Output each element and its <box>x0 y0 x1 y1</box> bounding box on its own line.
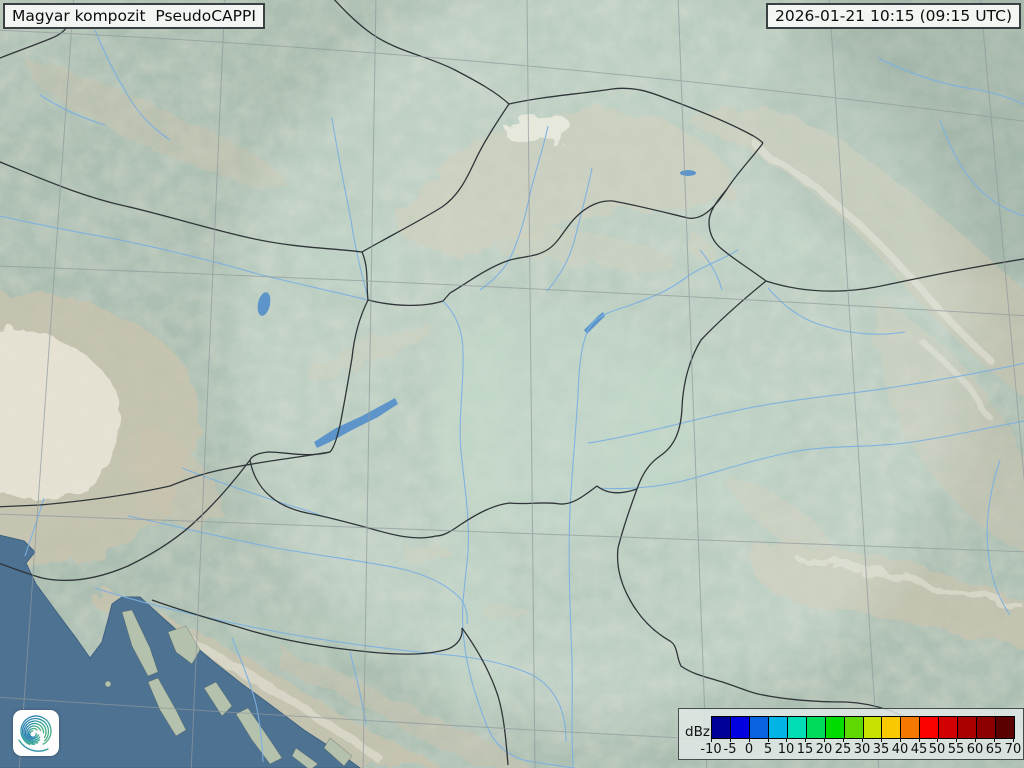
product-title: Magyar kompozit PseudoCAPPI <box>3 3 265 29</box>
logo-swirl <box>18 715 52 752</box>
legend-tick <box>749 738 750 742</box>
legend-tick <box>994 738 995 742</box>
legend-tick <box>956 738 957 742</box>
legend-color-cell <box>957 717 977 738</box>
legend-color-cell <box>748 717 768 738</box>
timestamp: 2026-01-21 10:15 (09:15 UTC) <box>765 3 1021 29</box>
legend-tick <box>881 738 882 742</box>
adriatic-islands <box>104 609 353 768</box>
legend-tick <box>824 738 825 742</box>
legend-color-cell <box>767 717 787 738</box>
legend-tick-label: -5 <box>723 742 737 757</box>
legend-color-cell <box>786 717 806 738</box>
legend-tick-label: 25 <box>834 742 852 757</box>
legend-tick-label: 20 <box>815 742 833 757</box>
legend-tick <box>919 738 920 742</box>
legend-color-cell <box>995 717 1014 738</box>
legend-tick <box>937 738 938 742</box>
radar-coverage-area <box>195 0 1005 750</box>
logo-tile <box>13 710 59 756</box>
legend-color-cell <box>862 717 882 738</box>
legend-color-cell <box>938 717 958 738</box>
legend-color-cell <box>919 717 939 738</box>
legend-tick <box>805 738 806 742</box>
legend-tick <box>900 738 901 742</box>
legend-tick <box>711 738 712 742</box>
legend-color-cell <box>843 717 863 738</box>
legend-color-cell <box>824 717 844 738</box>
legend-color-cell <box>712 717 730 738</box>
legend-color-bar <box>711 716 1015 739</box>
legend-tick <box>786 738 787 742</box>
legend-tick-label: 35 <box>872 742 890 757</box>
legend-tick <box>862 738 863 742</box>
legend-tick-label: -10 <box>700 742 722 757</box>
legend-tick-label: 60 <box>966 742 984 757</box>
legend-unit-label: dBz <box>685 724 710 740</box>
legend-tick-label: 45 <box>910 742 928 757</box>
legend-color-cell <box>881 717 901 738</box>
legend-tick-label: 55 <box>947 742 965 757</box>
legend-tick-label: 50 <box>928 742 946 757</box>
legend-tick <box>843 738 844 742</box>
legend-tick <box>1013 738 1014 742</box>
legend-tick <box>730 738 731 742</box>
legend-tick-label: 65 <box>985 742 1003 757</box>
legend-tick-label: 5 <box>763 742 773 757</box>
dbz-legend: dBz <box>678 708 1024 760</box>
legend-tick-label: 15 <box>796 742 814 757</box>
legend-tick <box>768 738 769 742</box>
legend-tick-label: 30 <box>853 742 871 757</box>
meteo-spiral-logo-icon <box>18 715 52 752</box>
legend-tick-label: 70 <box>1004 742 1022 757</box>
legend-tick-label: 0 <box>744 742 754 757</box>
legend-tick-label: 10 <box>777 742 795 757</box>
legend-color-cell <box>805 717 825 738</box>
legend-tick <box>975 738 976 742</box>
legend-color-cell <box>729 717 749 738</box>
rivers <box>0 29 1024 768</box>
legend-color-cell <box>976 717 996 738</box>
legend-color-cell <box>900 717 920 738</box>
legend-tick-label: 40 <box>891 742 909 757</box>
